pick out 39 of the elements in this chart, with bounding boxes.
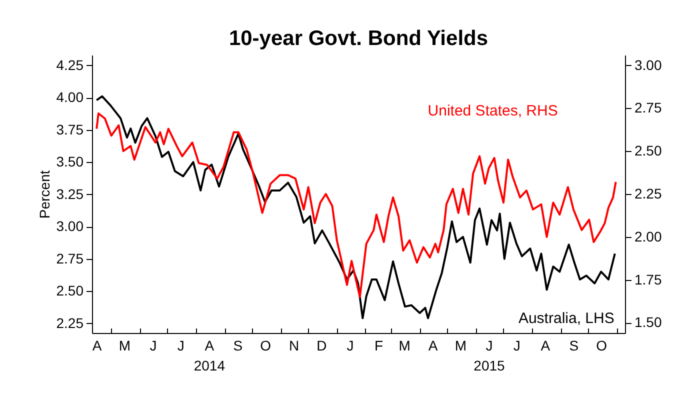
y-tick-label: 2.75 [56, 250, 84, 266]
y2-tick-label: 2.75 [634, 100, 662, 116]
x-tick-label: N [289, 338, 300, 354]
x-tick-label: J [150, 338, 157, 354]
y2-tick-label: 1.75 [634, 271, 662, 288]
x-tick-label: A [92, 338, 102, 354]
x-tick-label: F [374, 338, 384, 354]
chart-title: 10-year Govt. Bond Yields [228, 27, 488, 50]
y-axis-title: Percent [36, 170, 52, 219]
y-tick-label: 2.50 [56, 282, 84, 299]
y-tick-label: 2.25 [56, 314, 84, 331]
y2-tick-label: 2.00 [634, 228, 662, 244]
x-tick-label: S [569, 338, 579, 354]
x-tick-label: O [596, 338, 608, 354]
y2-tick-label: 1.50 [634, 314, 662, 330]
x-tick-label: J [177, 338, 184, 354]
y-tick-label: 3.75 [56, 121, 84, 138]
x-tick-label: S [233, 338, 243, 354]
y-tick-label: 4.00 [56, 89, 84, 106]
text: Australia, LHS [518, 310, 614, 327]
y-tick-label: 3.00 [56, 218, 84, 234]
x-tick-label: M [398, 338, 410, 354]
y-tick-label: 3.25 [56, 186, 84, 202]
x-tick-label: A [540, 338, 551, 354]
text: United States, RHS [428, 102, 558, 120]
x-tick-label: J [346, 338, 354, 354]
x-tick-label: A [428, 338, 438, 354]
y-tick-label: 3.50 [56, 154, 84, 170]
y2-tick-label: 2.50 [634, 142, 662, 159]
x-tick-label: M [454, 338, 467, 354]
x-tick-label: A 2014 [194, 338, 226, 374]
x-tick-label: D [316, 338, 327, 354]
x-tick-label: M [118, 338, 131, 354]
y-tick-label: 4.25 [56, 56, 84, 73]
y2-tick-label: 2.25 [634, 186, 662, 202]
x-tick-label: J [513, 338, 520, 354]
y2-tick-label: 3.00 [634, 56, 662, 73]
x-tick-label: O [260, 338, 272, 354]
x-tick-label: J 2015 [474, 338, 506, 374]
